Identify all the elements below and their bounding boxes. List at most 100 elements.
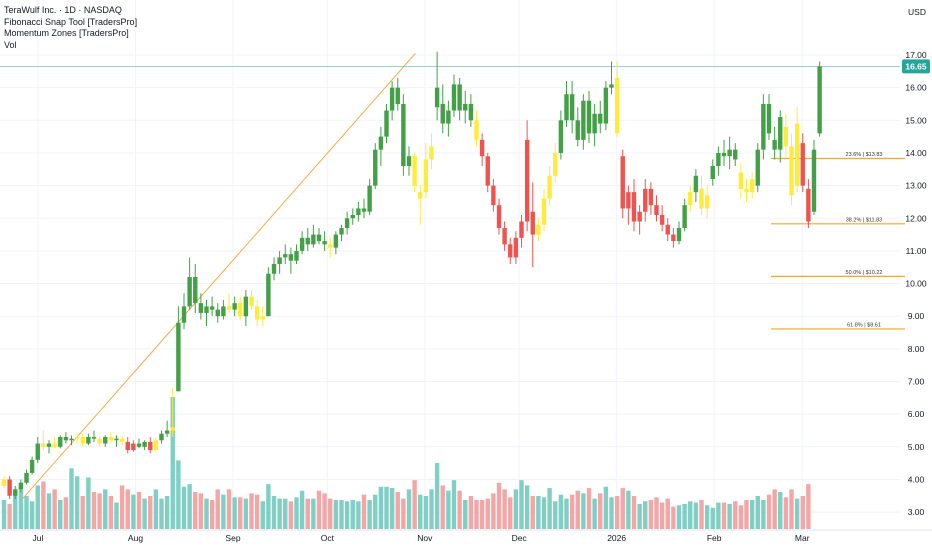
indicator-volume[interactable]: Vol (4, 39, 17, 50)
volume-bar (502, 489, 507, 529)
volume-bar (693, 502, 699, 529)
candle (294, 250, 299, 261)
candle (136, 443, 142, 447)
currency-label[interactable]: USD (908, 7, 926, 17)
candle (238, 303, 243, 317)
candle (716, 152, 721, 167)
candle (187, 277, 192, 307)
volume-bar (232, 497, 237, 529)
volume-bar (260, 501, 265, 529)
candle (395, 87, 400, 104)
candle (322, 241, 327, 245)
volume-bar (800, 496, 805, 529)
indicator-fib-snap[interactable]: Fibonacci Snap Tool [TradersPro] (4, 16, 138, 27)
candle (721, 152, 727, 157)
price-tick: 17.00 (905, 50, 927, 60)
candle (603, 87, 609, 124)
candle (665, 224, 670, 235)
candle (148, 441, 153, 451)
volume-bar (159, 498, 164, 529)
indicator-momentum-zones[interactable]: Momentum Zones [TradersPro] (4, 28, 129, 38)
candle (58, 437, 63, 447)
candle (575, 120, 580, 140)
candle (592, 113, 597, 134)
time-tick: Nov (417, 533, 433, 543)
volume-bar (637, 503, 642, 529)
candle (609, 84, 614, 88)
volume-bar (463, 499, 468, 529)
volume-bar (446, 490, 451, 529)
volume-bar (766, 494, 772, 529)
volume-bar (7, 503, 12, 529)
candle (221, 306, 226, 317)
candle (305, 237, 310, 245)
candle (29, 459, 35, 473)
volume-bar (311, 498, 316, 529)
candle (356, 208, 361, 215)
candle (727, 149, 732, 157)
price-tick: 4.00 (908, 474, 925, 484)
volume-bar (91, 492, 97, 529)
candle (553, 152, 558, 176)
candle (52, 443, 57, 447)
candle (266, 273, 271, 317)
volume-bar (524, 485, 530, 529)
volume-bar (783, 497, 789, 529)
volume-bar (744, 499, 749, 529)
candle (74, 437, 80, 439)
volume-bar (249, 493, 254, 529)
candle (637, 211, 642, 222)
volume-bar (541, 497, 547, 529)
candle (209, 306, 215, 310)
candle (440, 103, 445, 124)
candle (181, 306, 187, 323)
candle (164, 430, 170, 434)
candle (316, 234, 322, 242)
volume-bar (193, 492, 198, 529)
fib-label: 61.8% | $8.61 (847, 322, 881, 328)
candle (114, 438, 119, 441)
candle (778, 117, 783, 150)
volume-bar (271, 496, 277, 529)
volume-bar (704, 505, 710, 529)
candle (626, 192, 631, 209)
candle (131, 443, 136, 451)
volume-bar (749, 499, 755, 529)
candle (682, 205, 687, 229)
volume-bar (699, 499, 704, 529)
volume-bar (181, 486, 187, 529)
volume-bar (721, 502, 727, 529)
candle (547, 175, 552, 199)
candle (783, 126, 789, 147)
candle (86, 437, 91, 444)
volume-bar (29, 501, 35, 529)
candle (513, 237, 519, 258)
volume-bar (451, 480, 457, 529)
volume-bar (46, 493, 52, 529)
volume-bar (406, 489, 412, 529)
candle (1, 479, 7, 486)
volume-bar (305, 498, 310, 529)
volume-bar (457, 490, 462, 529)
candle (688, 192, 693, 206)
candle (350, 214, 355, 219)
volume-bar (226, 489, 232, 529)
candle (170, 427, 175, 431)
candle (142, 441, 147, 447)
volume-bar (569, 494, 575, 529)
volume-bar (277, 498, 282, 529)
candle (671, 234, 676, 242)
volume-bar (198, 493, 204, 529)
price-tick: 8.00 (908, 344, 925, 354)
volume-bar (322, 493, 327, 529)
candle (479, 139, 485, 157)
volume-bar (429, 489, 434, 529)
time-tick: 2026 (607, 533, 626, 543)
volume-bar (631, 496, 637, 529)
time-tick: Aug (128, 533, 143, 543)
candle (733, 149, 738, 160)
candle (772, 139, 777, 150)
volume-bar (131, 494, 136, 529)
